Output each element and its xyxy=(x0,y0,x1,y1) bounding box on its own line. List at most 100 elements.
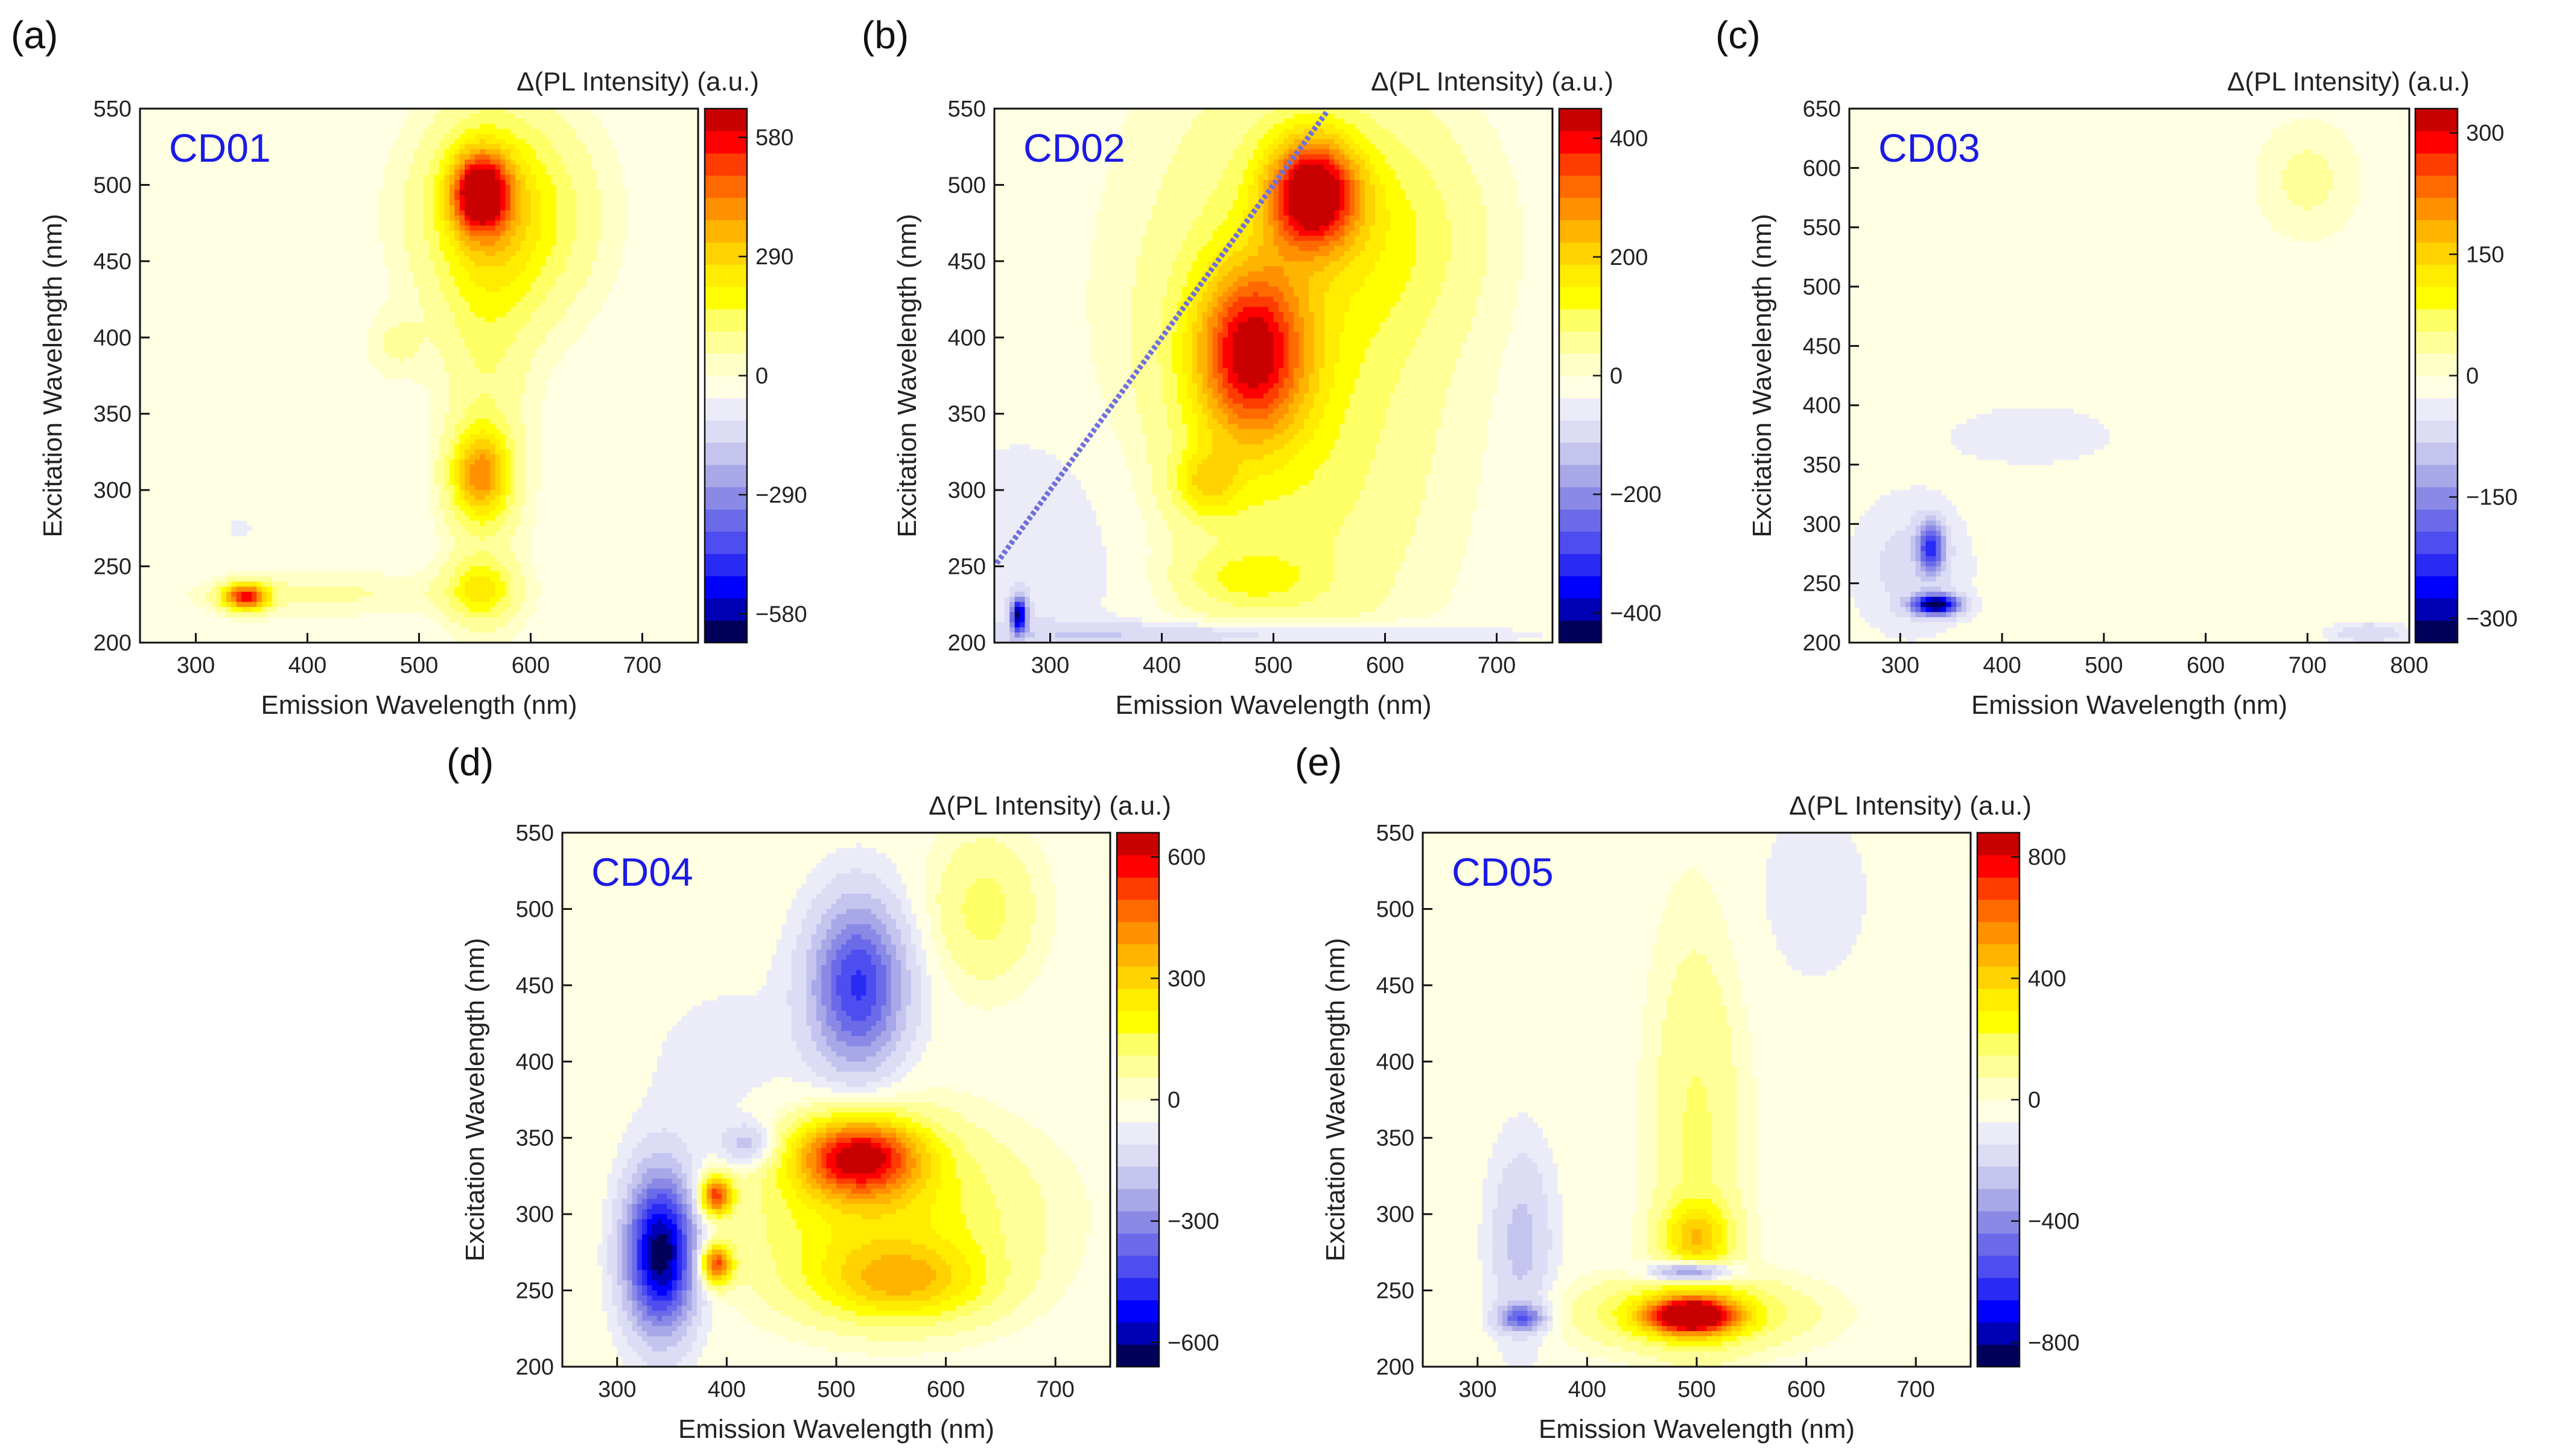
heatmap-cell xyxy=(1344,118,1350,125)
heatmap-cell xyxy=(1405,154,1411,161)
heatmap-cell xyxy=(1395,170,1401,176)
heatmap-cell xyxy=(576,154,582,161)
heatmap-cell xyxy=(515,459,521,465)
heatmap-cell xyxy=(1248,180,1254,186)
heatmap-cell xyxy=(282,607,288,613)
heatmap-cell xyxy=(541,281,547,287)
heatmap-cell xyxy=(465,342,471,348)
heatmap-cell xyxy=(480,174,486,180)
heatmap-cell xyxy=(1161,144,1168,150)
heatmap-cell xyxy=(586,109,593,115)
heatmap-cell xyxy=(444,556,450,562)
heatmap-cell xyxy=(1461,170,1467,176)
heatmap-cell xyxy=(408,281,415,287)
heatmap-cell xyxy=(1476,109,1482,115)
heatmap-cell xyxy=(1126,154,1132,161)
heatmap-cell xyxy=(1303,164,1310,170)
heatmap-cell xyxy=(596,205,603,211)
heatmap-cell xyxy=(434,495,440,501)
heatmap-cell xyxy=(526,551,532,557)
heatmap-cell xyxy=(292,607,298,613)
heatmap-cell xyxy=(1395,134,1401,140)
heatmap-cell xyxy=(211,576,217,582)
heatmap-cell xyxy=(1374,124,1381,130)
heatmap-cell xyxy=(429,241,435,247)
heatmap-cell xyxy=(520,352,526,358)
colorbar-tick-label: 580 xyxy=(755,126,793,151)
heatmap-cell xyxy=(424,281,430,287)
heatmap-cell xyxy=(520,591,526,597)
heatmap-cell xyxy=(424,230,430,237)
heatmap-cell xyxy=(526,113,532,119)
heatmap-cell xyxy=(358,591,364,597)
heatmap-cell xyxy=(596,281,603,287)
heatmap-cell xyxy=(469,602,475,608)
heatmap-cell xyxy=(602,139,608,145)
heatmap-cell xyxy=(480,424,486,430)
heatmap-cell xyxy=(398,287,405,293)
y-axis-label: Excitation Wavelength (nm) xyxy=(38,214,68,537)
heatmap-cell xyxy=(1355,174,1361,180)
heatmap-cell xyxy=(561,281,567,287)
heatmap-cell xyxy=(1390,124,1396,130)
heatmap-cell xyxy=(1146,113,1152,119)
heatmap-cell xyxy=(520,526,526,532)
heatmap-cell xyxy=(545,291,551,297)
heatmap-cell xyxy=(1415,134,1422,140)
heatmap-cell xyxy=(398,276,405,282)
heatmap-cell xyxy=(1420,134,1426,140)
heatmap-cell xyxy=(419,170,425,176)
heatmap-cell xyxy=(449,530,456,536)
heatmap-cell xyxy=(419,124,425,130)
heatmap-cell xyxy=(454,383,460,389)
heatmap-cell xyxy=(1238,170,1244,176)
heatmap-cell xyxy=(485,556,491,562)
heatmap-cell xyxy=(272,581,278,588)
heatmap-cell xyxy=(480,210,486,216)
heatmap-cell xyxy=(510,526,516,532)
heatmap-cell xyxy=(404,170,410,176)
heatmap-cell xyxy=(378,235,384,241)
heatmap-cell xyxy=(1288,134,1294,140)
heatmap-cell xyxy=(500,373,506,379)
heatmap-cell xyxy=(1177,174,1183,180)
heatmap-cell xyxy=(1486,180,1492,186)
heatmap-cell xyxy=(551,307,557,313)
heatmap-cell xyxy=(389,210,395,216)
heatmap-cell xyxy=(535,413,542,419)
heatmap-cell xyxy=(535,581,542,588)
heatmap-cell xyxy=(469,348,475,354)
heatmap-cell xyxy=(526,327,532,333)
heatmap-cell xyxy=(566,144,572,150)
heatmap-cell xyxy=(404,358,410,364)
heatmap-cell xyxy=(480,139,486,145)
heatmap-cell xyxy=(246,526,252,532)
heatmap-cell xyxy=(393,597,399,603)
heatmap-cell xyxy=(561,118,567,125)
heatmap-cell xyxy=(556,109,562,115)
heatmap-cell xyxy=(1405,144,1411,150)
heatmap-cell xyxy=(429,210,435,216)
heatmap-cell xyxy=(454,429,460,435)
heatmap-cell xyxy=(1390,144,1396,150)
heatmap-cell xyxy=(515,449,521,455)
heatmap-cell xyxy=(465,403,471,410)
heatmap-cell xyxy=(1197,144,1203,150)
heatmap-cell xyxy=(454,164,460,170)
heatmap-cell xyxy=(495,322,501,328)
heatmap-cell xyxy=(480,129,486,135)
heatmap-cell xyxy=(541,170,547,176)
heatmap-cell xyxy=(363,576,369,582)
heatmap-cell xyxy=(566,134,572,140)
heatmap-cell xyxy=(1471,109,1477,115)
heatmap-cell xyxy=(449,541,456,547)
heatmap-cell xyxy=(545,174,551,180)
heatmap-cell xyxy=(480,302,486,308)
heatmap-cell xyxy=(1435,144,1441,150)
heatmap-cell xyxy=(571,215,577,221)
heatmap-cell xyxy=(454,545,460,552)
heatmap-cell xyxy=(1425,170,1431,176)
heatmap-cell xyxy=(465,261,471,267)
heatmap-cell xyxy=(545,241,551,247)
heatmap-cell xyxy=(1410,180,1416,186)
